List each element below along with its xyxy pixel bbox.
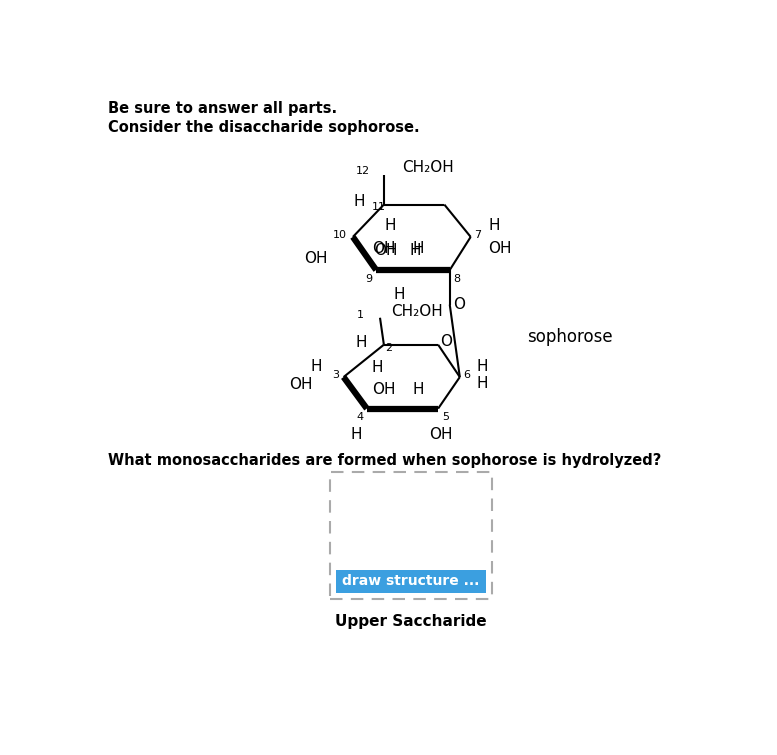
Text: 12: 12 — [356, 166, 370, 177]
Text: 7: 7 — [475, 230, 482, 240]
Text: O: O — [454, 297, 465, 312]
Text: 8: 8 — [454, 274, 461, 284]
Text: 5: 5 — [442, 412, 449, 423]
Text: 11: 11 — [372, 202, 386, 212]
Text: H: H — [413, 241, 424, 256]
Text: Be sure to answer all parts.: Be sure to answer all parts. — [108, 101, 337, 116]
Text: OH: OH — [372, 382, 395, 397]
Text: H: H — [477, 376, 489, 390]
Text: What monosaccharides are formed when sophorose is hydrolyzed?: What monosaccharides are formed when sop… — [108, 452, 661, 467]
Text: OH: OH — [375, 243, 398, 258]
Text: CH₂OH: CH₂OH — [402, 160, 454, 175]
Text: H: H — [310, 359, 322, 374]
Text: H: H — [355, 335, 367, 350]
Text: H: H — [489, 218, 500, 233]
Text: Consider the disaccharide sophorose.: Consider the disaccharide sophorose. — [108, 120, 420, 135]
Text: CH₂OH: CH₂OH — [392, 304, 444, 319]
Text: 4: 4 — [357, 412, 364, 423]
Bar — [336, 569, 486, 593]
Text: OH: OH — [289, 378, 312, 393]
Text: sophorose: sophorose — [528, 328, 613, 346]
Text: draw structure ...: draw structure ... — [343, 574, 479, 588]
Text: H: H — [372, 360, 383, 375]
Text: 1: 1 — [357, 310, 364, 319]
Text: H: H — [394, 287, 405, 302]
Text: Upper Saccharide: Upper Saccharide — [335, 615, 487, 629]
Text: 10: 10 — [333, 230, 347, 240]
Text: 3: 3 — [332, 371, 339, 381]
Text: H: H — [409, 243, 421, 258]
Text: H: H — [354, 194, 365, 209]
Text: 6: 6 — [464, 371, 471, 381]
Bar — [329, 472, 493, 599]
Text: OH: OH — [305, 251, 328, 266]
Text: 2: 2 — [385, 344, 392, 353]
Text: OH: OH — [372, 241, 395, 256]
Text: 9: 9 — [365, 274, 372, 284]
Text: OH: OH — [489, 241, 512, 256]
Text: H: H — [477, 359, 489, 374]
Text: H: H — [385, 217, 395, 233]
Text: O: O — [441, 334, 452, 349]
Text: OH: OH — [429, 427, 452, 442]
Text: H: H — [350, 427, 362, 442]
Text: H: H — [413, 382, 424, 397]
